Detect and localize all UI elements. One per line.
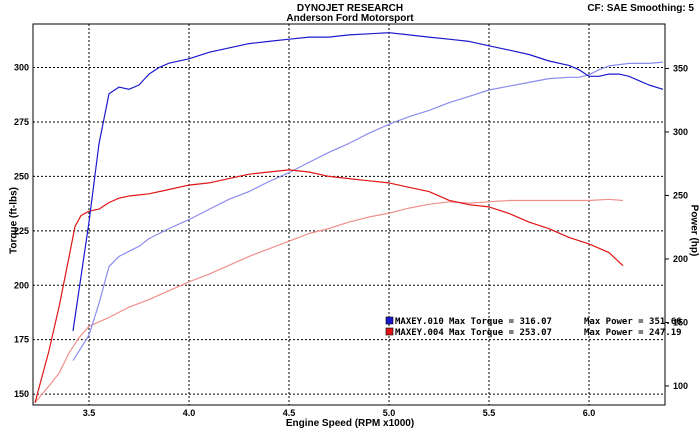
y-left-tick-label: 225 <box>14 226 29 236</box>
y-right-tick-label: 100 <box>673 381 688 391</box>
maxey-004-torque-line <box>34 169 624 403</box>
correction-factor-label: CF: SAE Smoothing: 5 <box>587 3 694 14</box>
y-left-tick-label: 150 <box>14 389 29 399</box>
legend-run-name: MAXEY.004 <box>395 328 444 338</box>
legend-max-torque: Max Torque = 316.07 <box>449 317 552 327</box>
legend-swatch <box>385 327 394 336</box>
legend-swatch <box>385 316 394 325</box>
x-tick-label: 5.0 <box>383 408 396 418</box>
legend-max-power: Max Power = 351.66 <box>584 317 682 327</box>
maxey-010-power-line <box>72 61 664 361</box>
x-tick-label: 4.0 <box>183 408 196 418</box>
y-left-tick-label: 300 <box>14 63 29 73</box>
x-tick-label: 4.5 <box>283 408 296 418</box>
x-tick-label: 6.0 <box>583 408 596 418</box>
y-right-tick-label: 200 <box>673 254 688 264</box>
legend-max-power: Max Power = 247.19 <box>584 328 682 338</box>
legend-max-torque: Max Torque = 253.07 <box>449 328 552 338</box>
y-left-tick-label: 250 <box>14 171 29 181</box>
x-tick-label: 5.5 <box>483 408 496 418</box>
y-right-tick-label: 150 <box>673 317 688 327</box>
x-tick-label: 3.5 <box>83 408 96 418</box>
y-right-tick-label: 250 <box>673 190 688 200</box>
maxey-010-torque-line <box>72 32 664 332</box>
chart-title: DYNOJET RESEARCH <box>296 3 404 14</box>
x-axis-title: Engine Speed (RPM x1000) <box>285 418 415 429</box>
y-left-tick-label: 175 <box>14 335 29 345</box>
y-left-tick-label: 275 <box>14 117 29 127</box>
y-right-tick-label: 350 <box>673 63 688 73</box>
plot-frame <box>32 23 666 406</box>
y-right-tick-label: 300 <box>673 127 688 137</box>
maxey-004-power-line <box>34 198 624 403</box>
chart-subtitle: Anderson Ford Motorsport <box>286 13 414 24</box>
legend-run-name: MAXEY.010 <box>395 317 444 327</box>
y-left-tick-label: 200 <box>14 280 29 290</box>
